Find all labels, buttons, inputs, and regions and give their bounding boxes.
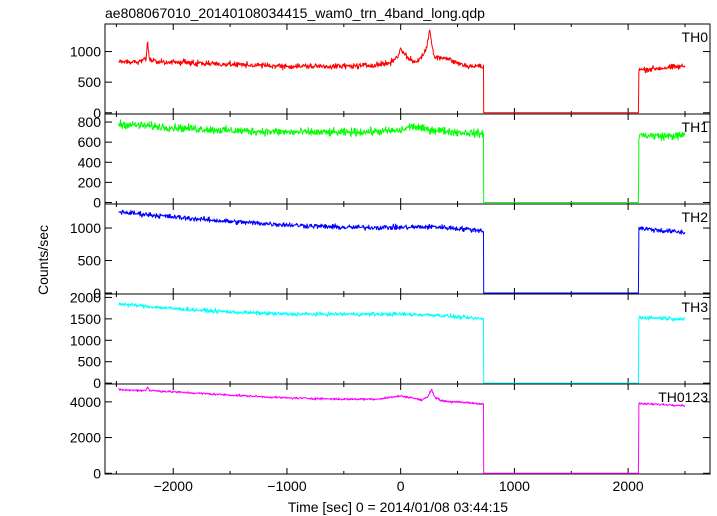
series-label-th0123: TH0123 — [658, 389, 708, 405]
panel-th3: 0 500 1000 1500 2000 TH3 — [70, 289, 711, 391]
panel-frame — [104, 383, 711, 475]
y-axis-label: Counts/sec — [35, 225, 51, 295]
panel-th0: 0 500 1000 TH0 — [70, 23, 711, 121]
y-tick-label: 1500 — [70, 311, 101, 327]
series-label-th1: TH1 — [682, 119, 709, 135]
y-tick-label: 400 — [78, 154, 102, 170]
y-tick-label: 0 — [93, 285, 101, 301]
y-tick-label: 1000 — [70, 44, 101, 60]
y-tick-label: 2000 — [70, 430, 101, 446]
y-tick-label: 0 — [93, 105, 101, 121]
y-tick-label: 0 — [93, 465, 101, 481]
series-line-th3 — [118, 302, 686, 384]
x-tick-label: 1000 — [499, 478, 530, 494]
series-label-th3: TH3 — [682, 299, 709, 315]
series-label-th0: TH0 — [682, 29, 709, 45]
x-tick-label: −2000 — [154, 478, 194, 494]
panel-frame — [104, 293, 711, 385]
y-tick-label: 800 — [78, 114, 102, 130]
x-tick-label: −1000 — [267, 478, 307, 494]
x-tick-label: 2000 — [613, 478, 644, 494]
x-tick-label: 0 — [397, 478, 405, 494]
x-axis-label: Time [sec] 0 = 2014/01/08 03:44:15 — [288, 499, 508, 515]
y-tick-label: 4000 — [70, 394, 101, 410]
y-tick-label: 500 — [78, 74, 102, 90]
y-tick-label: 500 — [78, 354, 102, 370]
y-tick-label: 0 — [93, 194, 101, 210]
panels-layer: 0 500 1000 TH0 0 200 400 600 800 TH1 0 500 1000 TH2 0 5… — [70, 23, 711, 494]
panel-th0123: 0 2000 4000 TH0123 — [70, 383, 711, 481]
series-line-th0 — [118, 29, 686, 114]
y-tick-label: 600 — [78, 134, 102, 150]
y-tick-label: 1000 — [70, 332, 101, 348]
panel-th2: 0 500 1000 TH2 — [70, 203, 711, 301]
chart-title: ae808067010_20140108034415_wam0_trn_4ban… — [105, 5, 485, 21]
panel-th1: 0 200 400 600 800 TH1 — [78, 113, 711, 210]
series-line-th0123 — [118, 386, 686, 474]
series-line-th1 — [118, 119, 686, 203]
panel-frame — [104, 23, 711, 115]
y-tick-label: 0 — [93, 375, 101, 391]
series-label-th2: TH2 — [682, 209, 709, 225]
y-tick-label: 200 — [78, 174, 102, 190]
series-line-th2 — [118, 209, 686, 294]
y-tick-label: 2000 — [70, 289, 101, 305]
y-tick-label: 1000 — [70, 220, 101, 236]
y-tick-label: 500 — [78, 253, 102, 269]
